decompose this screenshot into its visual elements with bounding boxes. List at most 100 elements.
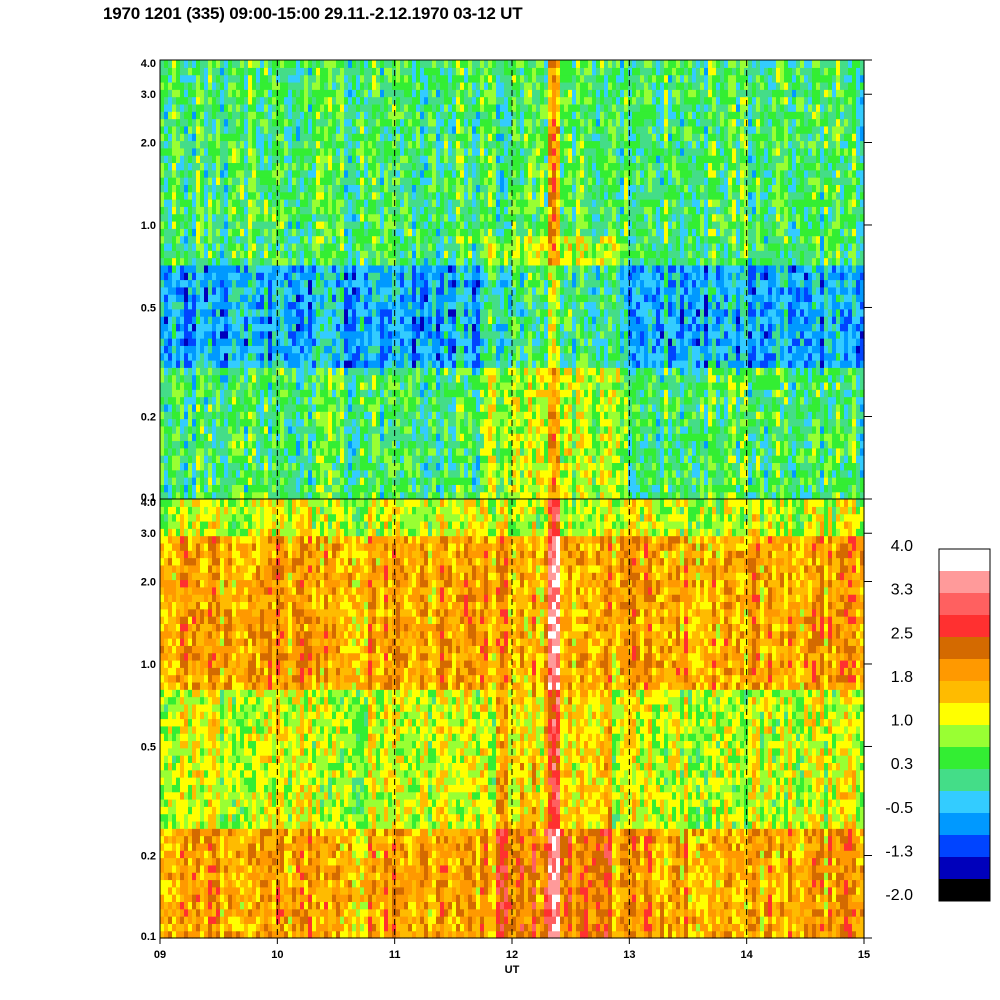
heatmap-cell (480, 170, 485, 178)
heatmap-cell (336, 316, 341, 324)
heatmap-cell (272, 265, 277, 273)
heatmap-cell (488, 316, 493, 324)
heatmap-cell (352, 360, 357, 368)
heatmap-cell (316, 411, 321, 419)
heatmap-cell (416, 484, 421, 492)
heatmap-cell (356, 104, 361, 112)
heatmap-cell (464, 287, 469, 295)
heatmap-cell (316, 170, 321, 178)
heatmap-cell (484, 404, 489, 412)
heatmap-cell (492, 448, 497, 456)
heatmap-cell (452, 250, 457, 258)
heatmap-cell (184, 111, 189, 119)
heatmap-cell (284, 75, 289, 83)
heatmap-cell (352, 206, 357, 214)
heatmap-cell (484, 258, 489, 266)
heatmap-cell (388, 294, 393, 302)
heatmap-cell (472, 419, 477, 427)
heatmap-cell (428, 199, 433, 207)
heatmap-cell (208, 323, 213, 331)
heatmap-cell (380, 484, 385, 492)
heatmap-cell (428, 155, 433, 163)
heatmap-cell (208, 316, 213, 324)
heatmap-cell (220, 162, 225, 170)
heatmap-cell (160, 316, 165, 324)
heatmap-cell (332, 265, 337, 273)
heatmap-cell (320, 433, 325, 441)
heatmap-cell (272, 243, 277, 251)
heatmap-cell (308, 236, 313, 244)
heatmap-cell (308, 345, 313, 353)
heatmap-cell (452, 258, 457, 266)
heatmap-cell (484, 426, 489, 434)
heatmap-cell (408, 353, 413, 361)
heatmap-cell (164, 177, 169, 185)
heatmap-cell (328, 397, 333, 405)
heatmap-cell (276, 484, 281, 492)
heatmap-cell (200, 67, 205, 75)
heatmap-cell (208, 140, 213, 148)
heatmap-cell (212, 250, 217, 258)
heatmap-cell (304, 294, 309, 302)
heatmap-cell (316, 492, 321, 500)
heatmap-cell (312, 280, 317, 288)
heatmap-cell (408, 360, 413, 368)
heatmap-cell (416, 404, 421, 412)
heatmap-cell (168, 75, 173, 83)
heatmap-cell (476, 309, 481, 317)
heatmap-cell (164, 338, 169, 346)
heatmap-cell (196, 192, 201, 200)
heatmap-cell (196, 397, 201, 405)
heatmap-cell (176, 367, 181, 375)
heatmap-cell (412, 309, 417, 317)
heatmap-cell (424, 258, 429, 266)
heatmap-cell (400, 397, 405, 405)
heatmap-cell (440, 419, 445, 427)
heatmap-cell (396, 272, 401, 280)
heatmap-cell (176, 345, 181, 353)
heatmap-cell (460, 338, 465, 346)
heatmap-cell (276, 272, 281, 280)
heatmap-cell (436, 199, 441, 207)
heatmap-cell (360, 221, 365, 229)
heatmap-cell (396, 221, 401, 229)
heatmap-cell (244, 382, 249, 390)
heatmap-cell (380, 309, 385, 317)
heatmap-cell (216, 353, 221, 361)
heatmap-cell (256, 448, 261, 456)
heatmap-cell (408, 455, 413, 463)
heatmap-cell (400, 411, 405, 419)
heatmap-cell (292, 75, 297, 83)
heatmap-cell (372, 111, 377, 119)
heatmap-cell (432, 280, 437, 288)
heatmap-cell (316, 338, 321, 346)
heatmap-cell (224, 353, 229, 361)
heatmap-cell (416, 67, 421, 75)
heatmap-cell (324, 214, 329, 222)
heatmap-cell (248, 309, 253, 317)
heatmap-cell (320, 440, 325, 448)
heatmap-cell (412, 345, 417, 353)
heatmap-cell (336, 455, 341, 463)
heatmap-cell (244, 184, 249, 192)
heatmap-cell (292, 426, 297, 434)
heatmap-cell (428, 104, 433, 112)
heatmap-cell (300, 309, 305, 317)
heatmap-cell (204, 411, 209, 419)
heatmap-cell (344, 148, 349, 156)
heatmap-cell (348, 419, 353, 427)
heatmap-cell (356, 221, 361, 229)
heatmap-cell (284, 367, 289, 375)
heatmap-cell (292, 155, 297, 163)
heatmap-cell (220, 331, 225, 339)
heatmap-cell (308, 484, 313, 492)
heatmap-cell (372, 316, 377, 324)
heatmap-cell (248, 140, 253, 148)
heatmap-cell (424, 111, 429, 119)
heatmap-cell (184, 294, 189, 302)
heatmap-cell (224, 170, 229, 178)
heatmap-cell (244, 206, 249, 214)
heatmap-cell (460, 82, 465, 90)
heatmap-cell (416, 258, 421, 266)
heatmap-cell (368, 470, 373, 478)
